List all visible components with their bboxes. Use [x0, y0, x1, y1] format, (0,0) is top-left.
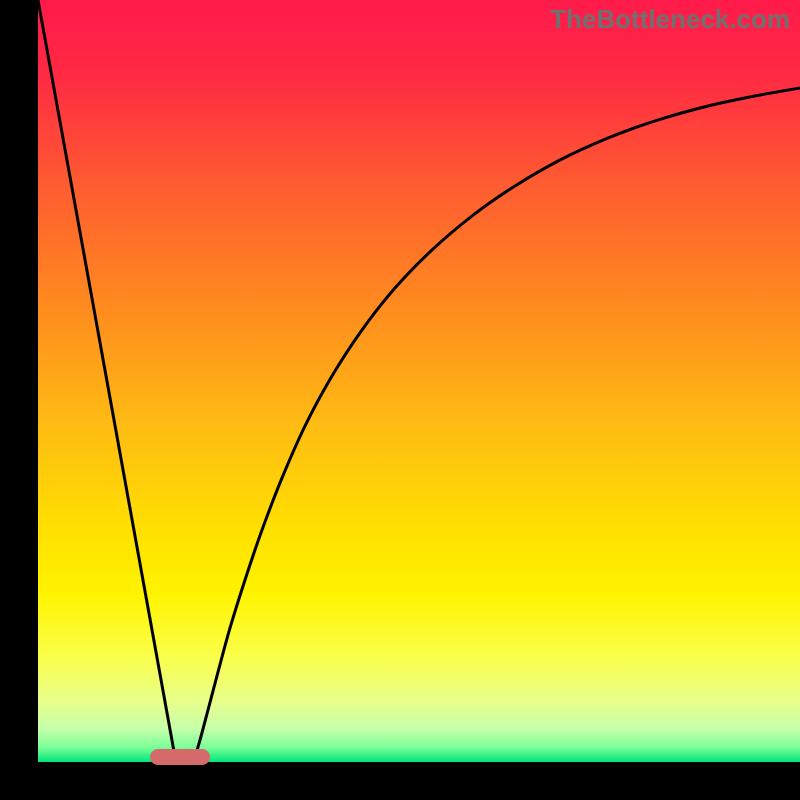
plot-gradient-background: [38, 0, 800, 762]
optimal-zone-marker: [150, 749, 210, 765]
watermark-text: TheBottleneck.com: [550, 4, 790, 35]
chart-container: TheBottleneck.com: [0, 0, 800, 800]
bottleneck-chart: [0, 0, 800, 800]
